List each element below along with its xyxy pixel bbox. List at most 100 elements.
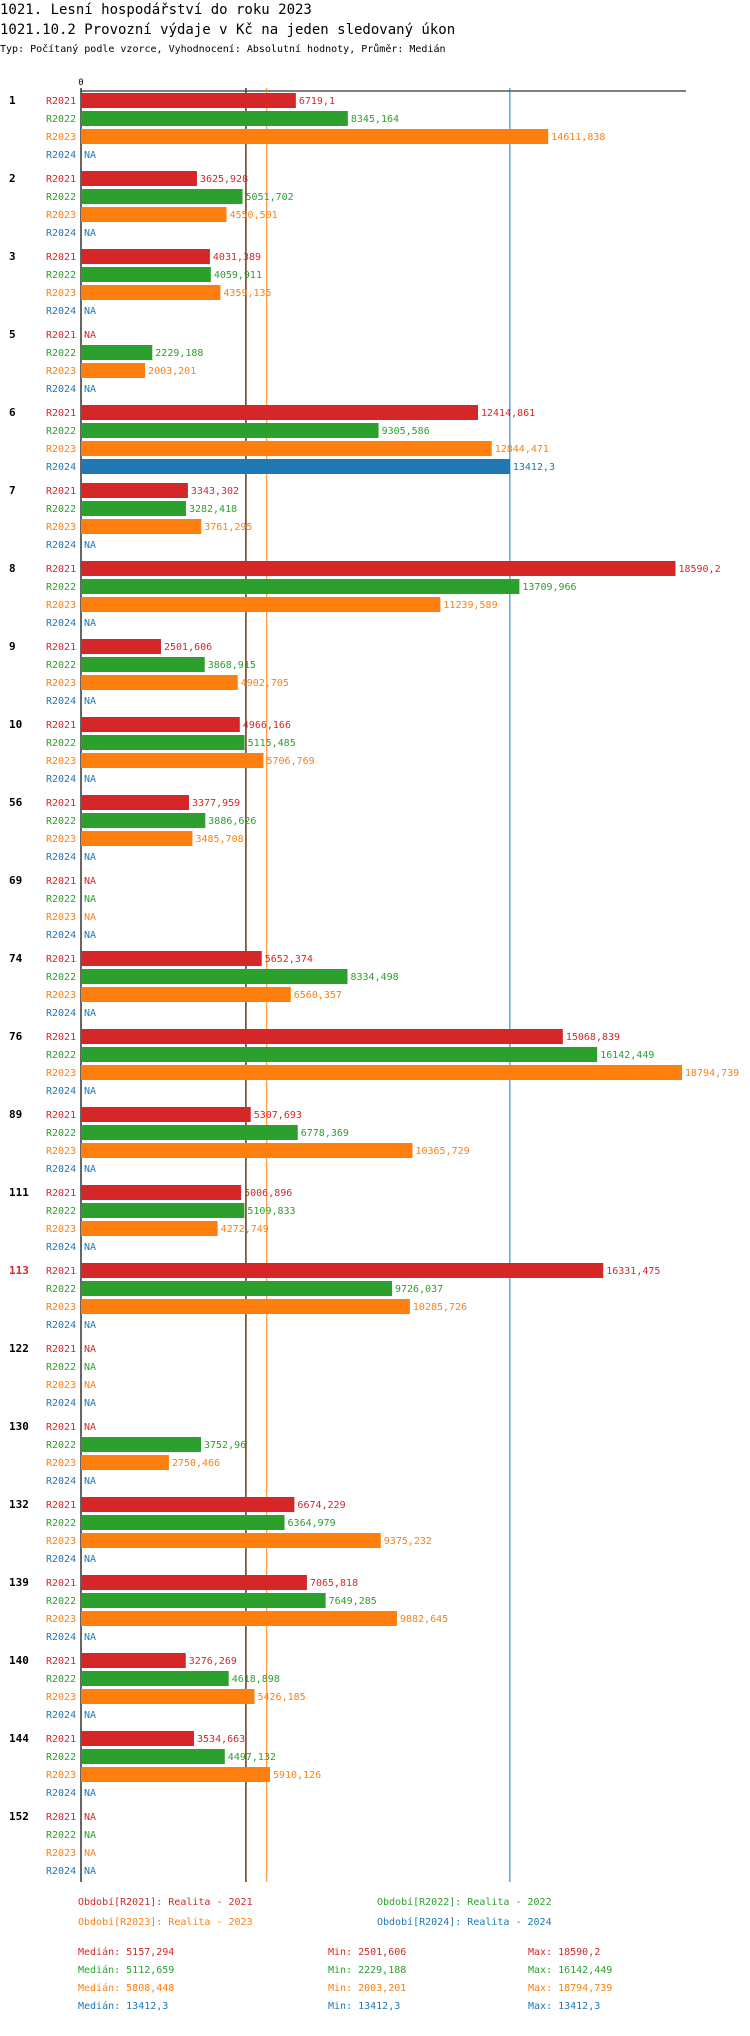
series-label: R2021 bbox=[46, 1812, 76, 1823]
series-label: R2021 bbox=[46, 174, 76, 185]
data-label: 2501,606 bbox=[164, 642, 212, 653]
data-label: 14611,838 bbox=[551, 132, 605, 143]
data-label: 4902,705 bbox=[241, 678, 289, 689]
series-label: R2024 bbox=[46, 930, 76, 941]
bar-r2021 bbox=[81, 249, 210, 264]
bar-r2021 bbox=[81, 1653, 186, 1668]
series-label: R2022 bbox=[46, 816, 76, 827]
series-label: R2024 bbox=[46, 150, 76, 161]
series-label: R2022 bbox=[46, 270, 76, 281]
data-label: 6778,369 bbox=[301, 1128, 349, 1139]
data-label: 8345,164 bbox=[351, 114, 399, 125]
bar-r2021 bbox=[81, 717, 240, 732]
series-label: R2021 bbox=[46, 96, 76, 107]
bar-r2023 bbox=[81, 285, 221, 300]
group-label: 111 bbox=[9, 1186, 29, 1199]
series-label: R2022 bbox=[46, 1050, 76, 1061]
data-label: 5006,896 bbox=[244, 1188, 292, 1199]
data-label: 6364,979 bbox=[288, 1518, 336, 1529]
series-label: R2024 bbox=[46, 1554, 76, 1565]
series-label: R2023 bbox=[46, 444, 76, 455]
series-label: R2024 bbox=[46, 1320, 76, 1331]
data-label: 15068,839 bbox=[566, 1032, 620, 1043]
data-label: 5652,374 bbox=[265, 954, 313, 965]
data-label: NA bbox=[84, 306, 96, 317]
stat-median: Medián: 5112,659 bbox=[78, 1964, 174, 1976]
data-label: 12414,861 bbox=[481, 408, 535, 419]
series-label: R2024 bbox=[46, 852, 76, 863]
data-label: NA bbox=[84, 150, 96, 161]
data-label: 10285,726 bbox=[413, 1302, 467, 1313]
bar-r2022 bbox=[81, 1281, 393, 1296]
series-label: R2024 bbox=[46, 1866, 76, 1877]
series-label: R2023 bbox=[46, 1146, 76, 1157]
data-label: 9882,645 bbox=[400, 1614, 448, 1625]
bar-r2022 bbox=[81, 579, 520, 594]
series-label: R2021 bbox=[46, 1656, 76, 1667]
series-label: R2024 bbox=[46, 1632, 76, 1643]
series-label: R2022 bbox=[46, 1752, 76, 1763]
stat-max: Max: 18590,2 bbox=[528, 1947, 600, 1958]
series-label: R2024 bbox=[46, 618, 76, 629]
bar-r2022 bbox=[81, 1437, 202, 1452]
bar-r2022 bbox=[81, 1203, 245, 1218]
series-label: R2023 bbox=[46, 678, 76, 689]
stat-min: Min: 13412,3 bbox=[328, 2001, 400, 2012]
stat-median: Medián: 13412,3 bbox=[78, 2000, 168, 2012]
data-label: 5115,485 bbox=[248, 738, 296, 749]
series-label: R2021 bbox=[46, 486, 76, 497]
series-label: R2021 bbox=[46, 252, 76, 263]
data-label: 18794,739 bbox=[685, 1068, 739, 1079]
series-label: R2023 bbox=[46, 132, 76, 143]
data-label: NA bbox=[84, 1848, 96, 1859]
bar-r2023 bbox=[81, 675, 238, 690]
bar-r2023 bbox=[81, 129, 549, 144]
data-label: NA bbox=[84, 912, 96, 923]
series-label: R2022 bbox=[46, 1596, 76, 1607]
series-label: R2023 bbox=[46, 990, 76, 1001]
group-label: 9 bbox=[9, 640, 16, 653]
data-label: 2229,188 bbox=[155, 348, 203, 359]
data-label: 3761,295 bbox=[204, 522, 252, 533]
series-label: R2021 bbox=[46, 1734, 76, 1745]
bar-r2022 bbox=[81, 189, 243, 204]
bar-r2021 bbox=[81, 1185, 242, 1200]
bar-r2022 bbox=[81, 1671, 229, 1686]
x-axis-zero-label: 0 bbox=[78, 78, 83, 88]
series-label: R2024 bbox=[46, 1710, 76, 1721]
legend-entry: Období[R2021]: Realita - 2021 bbox=[78, 1896, 253, 1908]
data-label: NA bbox=[84, 1380, 96, 1391]
series-label: R2021 bbox=[46, 1032, 76, 1043]
series-label: R2021 bbox=[46, 1188, 76, 1199]
bar-r2022 bbox=[81, 969, 348, 984]
data-label: 5426,185 bbox=[258, 1692, 306, 1703]
bar-r2022 bbox=[81, 1047, 598, 1062]
series-label: R2023 bbox=[46, 210, 76, 221]
data-label: 3343,302 bbox=[191, 486, 239, 497]
series-label: R2023 bbox=[46, 600, 76, 611]
bar-r2022 bbox=[81, 1749, 225, 1764]
data-label: 5706,769 bbox=[266, 756, 314, 767]
series-label: R2023 bbox=[46, 1536, 76, 1547]
series-label: R2021 bbox=[46, 642, 76, 653]
group-label: 7 bbox=[9, 484, 16, 497]
series-label: R2023 bbox=[46, 1224, 76, 1235]
bar-r2021 bbox=[81, 1263, 604, 1278]
bar-r2022 bbox=[81, 1593, 326, 1608]
data-label: NA bbox=[84, 1866, 96, 1877]
bar-r2023 bbox=[81, 1299, 410, 1314]
series-label: R2021 bbox=[46, 1344, 76, 1355]
series-label: R2022 bbox=[46, 192, 76, 203]
series-label: R2024 bbox=[46, 384, 76, 395]
bar-r2023 bbox=[81, 1455, 169, 1470]
data-label: 7649,285 bbox=[329, 1596, 377, 1607]
group-label: 1 bbox=[9, 94, 16, 107]
data-label: NA bbox=[84, 384, 96, 395]
series-label: R2022 bbox=[46, 582, 76, 593]
series-label: R2024 bbox=[46, 1008, 76, 1019]
data-label: 6719,1 bbox=[299, 96, 335, 107]
series-label: R2021 bbox=[46, 1422, 76, 1433]
bar-r2023 bbox=[81, 363, 146, 378]
data-label: 10365,729 bbox=[415, 1146, 469, 1157]
series-label: R2023 bbox=[46, 834, 76, 845]
